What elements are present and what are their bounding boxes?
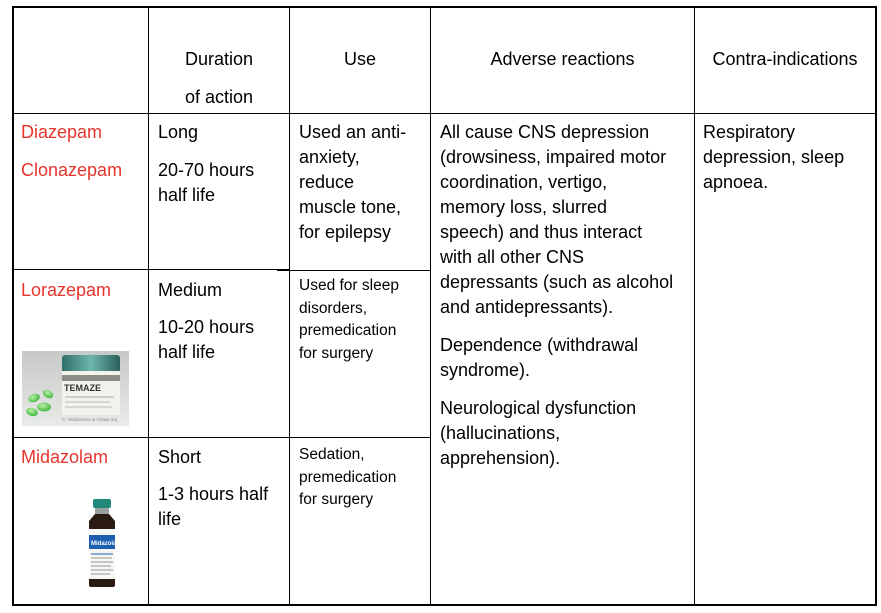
adverse-reactions-cns: All cause CNS depression (drowsiness, im… [440,122,674,317]
header-adverse-reactions: Adverse reactions [490,49,635,69]
drug-table: Duration of action Use Adverse reactions… [12,6,877,606]
col-divider [289,6,290,606]
drug-name-lorazepam: Lorazepam [21,280,112,300]
use-text: Used for sleep disorders, premedication … [299,277,399,362]
header-divider [12,113,877,114]
border-right [875,6,877,606]
temazepam-bottle-photo: TEMAZE C. Widdowson & Crewe.org [22,351,129,426]
contra-indications-text: Respiratory depression, sleep apnoea. [703,122,845,192]
svg-text:Midazolam: Midazolam [91,541,122,547]
midazolam-vial-photo: Midazolam [82,499,122,587]
use-text: Sedation, premedication for surgery [299,446,397,508]
col-divider [694,6,695,606]
half-life: 20-70 hours half life [158,160,255,205]
border-top [12,6,877,8]
col-divider [148,6,149,606]
duration-class: Medium [158,280,223,300]
col-divider [430,6,431,606]
adverse-reactions-neurological: Neurological dysfunction (hallucinations… [440,398,637,468]
header-duration: Duration of action [184,49,254,107]
duration-class: Long [158,122,199,142]
header-use: Use [343,49,376,69]
svg-text:TEMAZE: TEMAZE [64,383,101,393]
use-text: Used an anti- anxiety, reduce muscle ton… [299,122,407,242]
drug-name-midazolam: Midazolam [21,447,109,467]
half-life: 1-3 hours half life [158,484,269,529]
adverse-reactions-dependence: Dependence (withdrawal syndrome). [440,335,639,380]
border-bottom [12,604,877,606]
half-life: 10-20 hours half life [158,317,255,362]
photo-caption: C. Widdowson & Crewe.org [62,417,118,422]
row-divider [12,269,290,270]
header-contra-indications: Contra-indications [712,49,858,69]
border-left [12,6,14,606]
row-divider [12,437,431,438]
duration-class: Short [158,447,202,467]
drug-name-diazepam: Diazepam [21,122,103,142]
row-divider [277,270,431,271]
drug-name-clonazepam: Clonazepam [21,160,123,180]
